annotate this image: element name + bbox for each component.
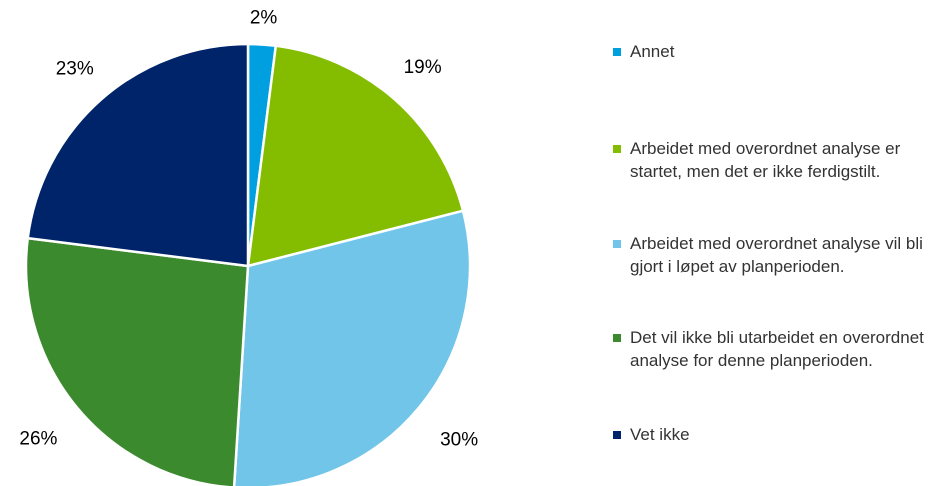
legend-swatch: [613, 240, 621, 248]
data-label: 26%: [19, 428, 57, 449]
pie-slice: [232, 209, 472, 486]
legend-label: Arbeidet med overordnet analyse vil bli …: [630, 234, 923, 276]
data-label: 30%: [440, 430, 478, 451]
legend-label: Vet ikke: [630, 425, 690, 444]
legend-swatch: [613, 145, 621, 153]
legend-item: Vet ikke: [613, 423, 943, 446]
legend-item: Arbeidet med overordnet analyse vil bli …: [613, 232, 943, 278]
legend-swatch: [613, 48, 621, 56]
pie-slice: [26, 42, 250, 268]
legend-label: Arbeidet med overordnet analyse er start…: [630, 139, 901, 181]
legend-item: Det vil ikke bli utarbeidet en overordne…: [613, 326, 943, 372]
pie-slice: [246, 44, 465, 268]
legend-swatch: [613, 334, 621, 342]
legend-label: Det vil ikke bli utarbeidet en overordne…: [630, 328, 924, 370]
legend-swatch: [613, 431, 621, 439]
pie-area: 2% 19% 30% 26% 23%: [19, 8, 478, 486]
legend-item: Arbeidet med overordnet analyse er start…: [613, 137, 943, 183]
pie-slice: [24, 236, 250, 486]
data-label: 19%: [404, 57, 442, 78]
legend-label: Annet: [630, 42, 675, 61]
data-label: 2%: [250, 8, 278, 29]
data-label: 23%: [56, 58, 94, 79]
legend-item: Annet: [613, 40, 943, 63]
